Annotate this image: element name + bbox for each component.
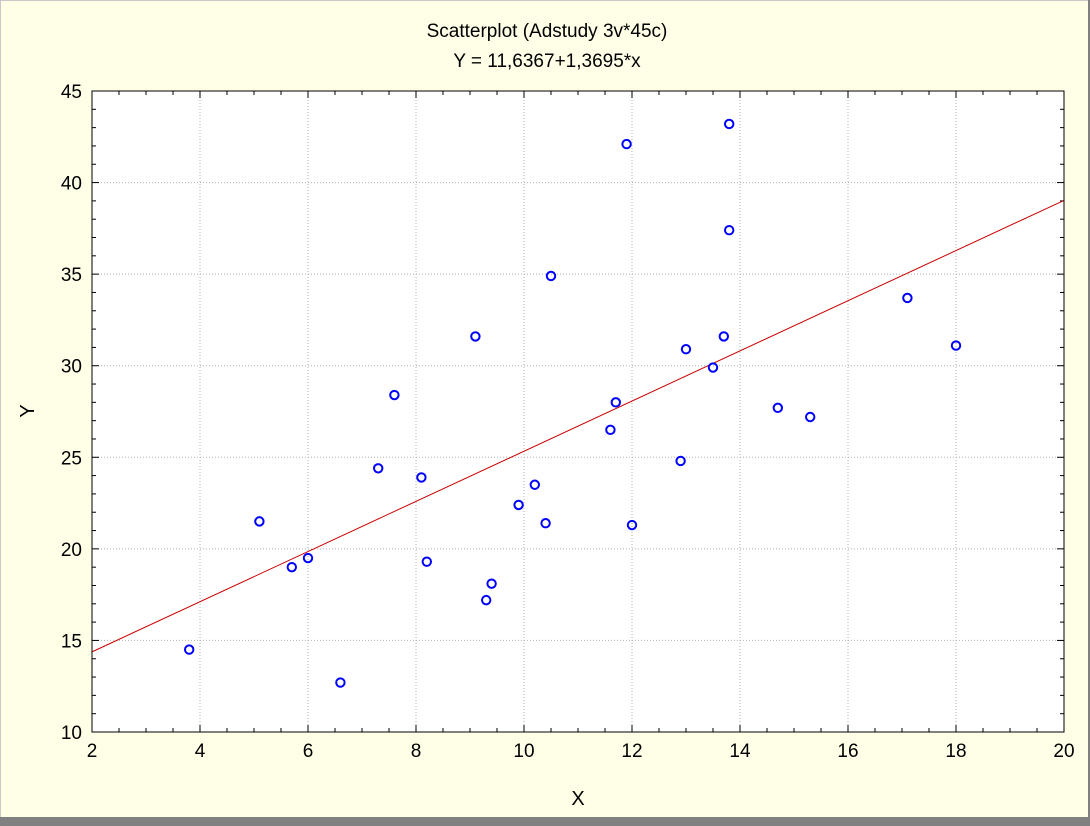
data-point: [724, 224, 735, 236]
data-point: [605, 424, 616, 436]
y-axis-label: Y: [17, 404, 39, 417]
x-tick-label: 18: [945, 741, 966, 762]
x-tick-label: 6: [303, 741, 314, 762]
data-point: [680, 344, 692, 355]
y-tick-label: 10: [61, 723, 82, 744]
x-tick-label: 12: [621, 741, 642, 762]
chart-subtitle: Y = 11,6367+1,3695*x: [453, 51, 641, 72]
data-point: [335, 677, 346, 688]
y-tick-label: 40: [61, 174, 82, 195]
data-point: [707, 362, 719, 373]
data-point: [545, 270, 557, 282]
regression-line: [91, 199, 1065, 653]
data-point: [254, 516, 265, 527]
data-point: [675, 455, 686, 467]
chart-title: Scatterplot (Adstudy 3v*45c): [427, 21, 668, 42]
data-point: [610, 397, 621, 408]
x-tick-label: 20: [1053, 741, 1074, 762]
data-point: [805, 411, 816, 423]
data-point: [389, 389, 400, 401]
data-point: [626, 519, 638, 531]
data-point: [540, 518, 551, 529]
x-tick-label: 2: [87, 741, 98, 762]
data-point: [302, 552, 314, 564]
y-tick-label: 25: [61, 448, 82, 469]
data-point: [481, 594, 492, 606]
data-point: [513, 499, 524, 511]
data-point: [184, 644, 195, 655]
data-point: [529, 479, 540, 490]
x-tick-label: 4: [195, 741, 206, 762]
data-point: [621, 138, 632, 150]
data-point: [724, 118, 735, 130]
x-tick-label: 8: [411, 741, 422, 762]
y-tick-label: 30: [61, 357, 82, 378]
y-tick-label: 15: [61, 631, 82, 652]
data-point: [902, 292, 913, 304]
plot-area: [92, 91, 1064, 732]
y-tick-label: 20: [61, 540, 82, 561]
plot-border: [91, 90, 1065, 733]
data-point: [416, 472, 427, 483]
data-point: [470, 331, 481, 342]
data-point: [421, 556, 432, 567]
tick-labels: 2 4 6 8 10 12 14 16 18 20 10 15 20 25 30 35 40 45: [61, 82, 1075, 762]
data-point: [718, 331, 729, 342]
x-tick-label: 16: [837, 741, 858, 762]
data-point: [950, 340, 962, 351]
data-point: [373, 463, 384, 474]
y-tick-label: 35: [61, 265, 82, 286]
data-point: [486, 578, 497, 589]
data-points: [184, 118, 962, 688]
x-axis-label: X: [571, 788, 584, 810]
window-edge-right: [1088, 0, 1090, 817]
axis-ticks: [91, 90, 1065, 733]
gridlines: [92, 91, 1064, 732]
data-point: [286, 561, 297, 573]
y-tick-label: 45: [61, 82, 82, 103]
x-tick-label: 10: [513, 741, 534, 762]
x-tick-label: 14: [729, 741, 751, 762]
window-edge-bottom: [0, 817, 1090, 826]
data-point: [772, 402, 783, 414]
